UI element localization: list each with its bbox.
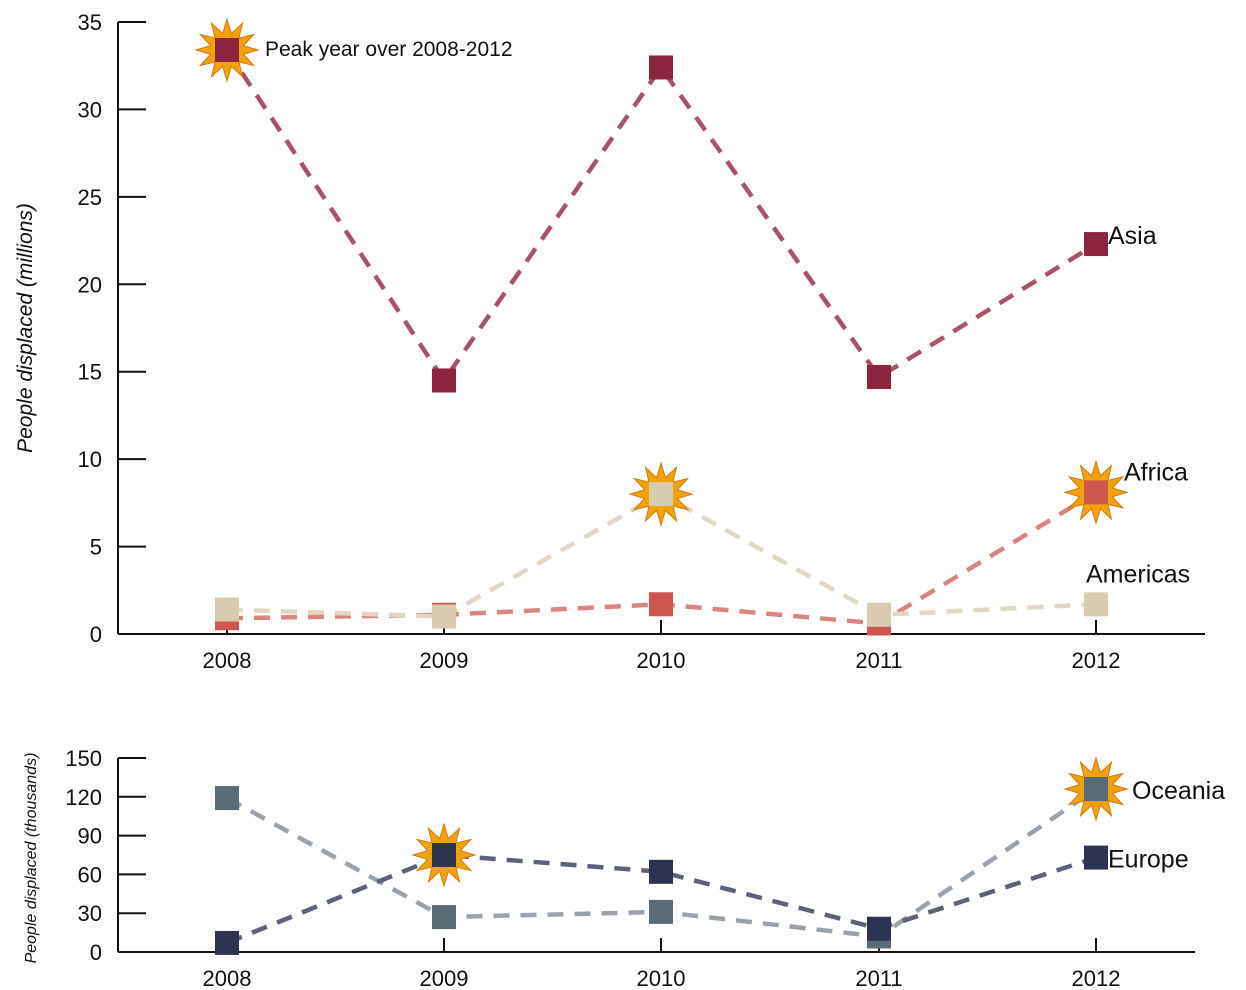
y-tick-label: 120 <box>65 785 102 810</box>
y-tick-label: 20 <box>78 272 102 297</box>
data-point-oceania <box>215 786 239 811</box>
y-tick-label: 10 <box>78 447 102 472</box>
series-label-europe: Europe <box>1108 846 1189 874</box>
data-point-europe <box>432 843 456 867</box>
x-tick-label: 2008 <box>203 648 252 673</box>
y-axis-label-top: People displaced (millions) <box>14 203 37 453</box>
data-point-oceania <box>432 905 456 930</box>
data-point-asia <box>867 364 891 389</box>
data-point-americas <box>215 597 239 622</box>
y-tick-label: 90 <box>78 824 102 849</box>
x-tick-label: 2010 <box>637 966 686 990</box>
peak-annotation: Peak year over 2008-2012 <box>265 38 513 61</box>
y-axis-label-bottom: People displaced (thousands) <box>23 753 40 964</box>
x-tick-label: 2009 <box>420 648 469 673</box>
data-point-asia <box>649 55 673 80</box>
data-point-europe <box>649 859 673 884</box>
data-point-asia <box>1084 232 1108 257</box>
series-line-asia <box>225 48 1098 385</box>
x-tick-label: 2012 <box>1072 966 1121 990</box>
y-tick-label: 5 <box>90 535 102 560</box>
y-tick-label: 0 <box>90 940 102 965</box>
data-point-europe <box>1084 845 1108 870</box>
x-tick-label: 2012 <box>1072 648 1121 673</box>
data-point-europe <box>215 930 239 955</box>
y-tick-label: 150 <box>65 746 102 771</box>
data-point-oceania <box>1084 777 1108 802</box>
x-tick-label: 2010 <box>637 648 686 673</box>
data-point-oceania <box>649 899 673 924</box>
y-tick-label: 25 <box>78 185 102 210</box>
data-point-europe <box>867 916 891 941</box>
x-tick-label: 2008 <box>203 966 252 990</box>
data-point-americas <box>1084 592 1108 617</box>
y-tick-label: 0 <box>90 622 102 647</box>
series-label-americas: Americas <box>1086 560 1190 588</box>
data-point-africa <box>649 592 673 617</box>
data-point-americas <box>867 602 891 627</box>
y-tick-label: 15 <box>78 360 102 385</box>
y-tick-label: 60 <box>78 862 102 887</box>
y-tick-label: 30 <box>78 97 102 122</box>
y-tick-label: 35 <box>78 10 102 35</box>
x-tick-label: 2011 <box>855 966 902 990</box>
series-label-oceania: Oceania <box>1132 777 1225 805</box>
data-point-africa <box>1084 480 1108 505</box>
data-point-americas <box>649 482 673 507</box>
data-point-asia <box>432 368 456 393</box>
data-point-americas <box>432 604 456 629</box>
plot-layer: 0 5 10 15 20 25 30 35 2008 2009 2010 2011 2012 Asia Af… <box>65 10 1225 990</box>
y-tick-label: 30 <box>78 901 102 926</box>
x-tick-label: 2011 <box>855 648 902 673</box>
series-label-asia: Asia <box>1108 222 1157 250</box>
x-tick-label: 2009 <box>420 966 469 990</box>
series-label-africa: Africa <box>1124 458 1188 486</box>
data-point-asia <box>215 37 239 62</box>
